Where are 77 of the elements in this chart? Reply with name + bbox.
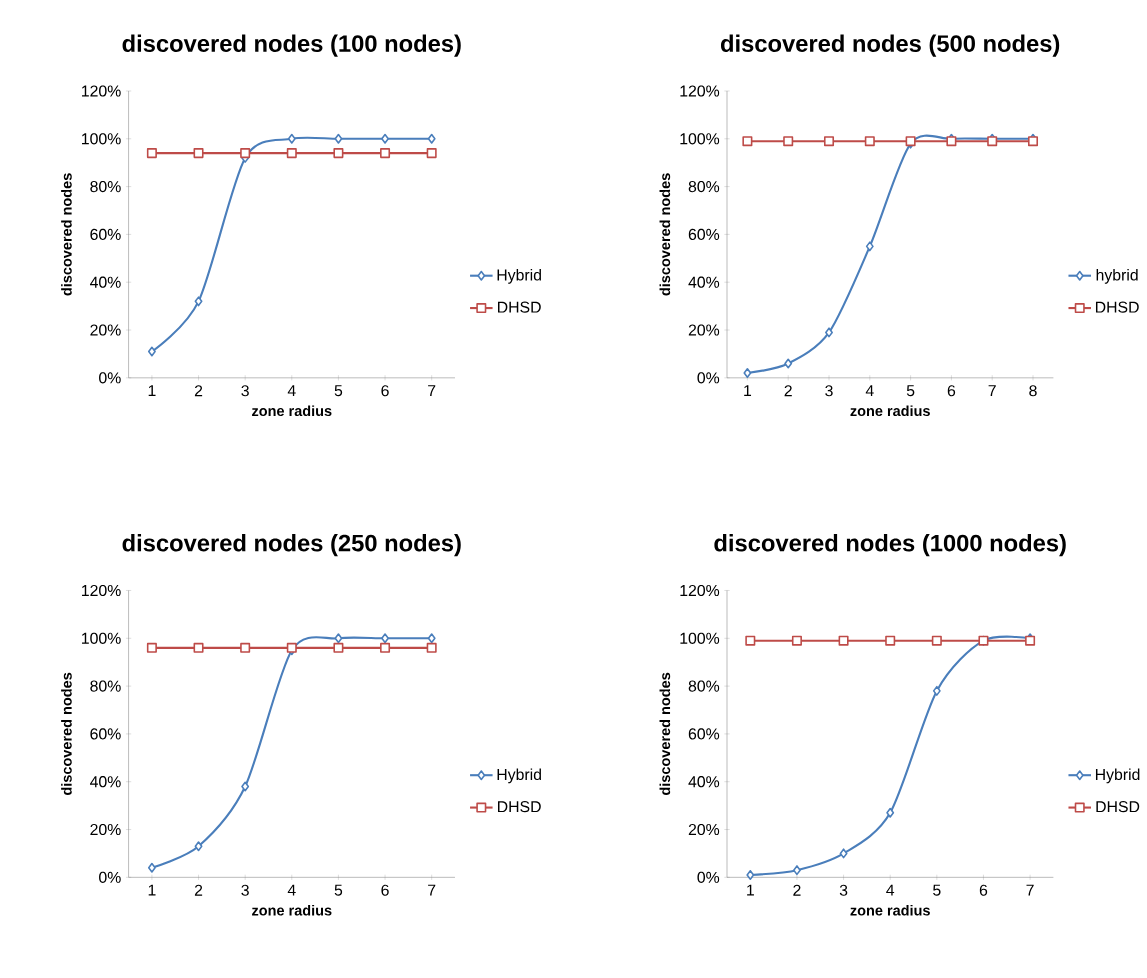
y-axis-title: discovered nodes [659,672,671,795]
y-tick-label: 0% [697,871,720,883]
chart-title: discovered nodes (100 nodes) [122,34,461,57]
x-tick-label: 7 [428,385,436,396]
chart-title: discovered nodes (500 nodes) [721,34,1060,57]
y-tick-label: 20% [90,324,121,336]
y-tick-label: 0% [99,372,121,384]
y-tick-label: 120% [82,584,121,596]
legend-label: DHSD [498,301,541,313]
x-tick-label: 6 [381,385,389,397]
legend-label: DHSD [498,800,541,813]
x-axis-title: zone radius [850,405,930,416]
x-tick-label: 3 [825,385,833,397]
y-tick-label: 100% [680,632,720,644]
chart-title: discovered nodes (1000 nodes) [714,533,1066,557]
y-tick-label: 80% [90,680,121,692]
y-tick-label: 0% [697,372,720,384]
x-tick-label: 4 [886,884,895,896]
x-tick-label: 2 [194,385,203,397]
y-tick-label: 120% [680,584,720,596]
x-tick-label: 2 [194,884,203,896]
y-tick-label: 40% [688,276,720,288]
x-tick-label: 2 [784,385,792,397]
x-tick-label: 7 [988,385,996,396]
x-tick-label: 4 [287,884,296,896]
legend-label: DHSD [1096,800,1140,813]
x-axis-title: zone radius [252,405,332,416]
x-tick-label: 3 [241,884,249,896]
y-tick-label: 120% [680,85,720,97]
x-tick-label: 2 [793,884,801,896]
x-tick-label: 1 [747,884,754,896]
y-tick-label: 100% [82,632,121,644]
legend-label: Hybrid [1095,768,1140,784]
x-tick-label: 3 [839,884,848,896]
x-tick-label: 6 [947,385,956,397]
y-axis-title: discovered nodes [659,173,671,296]
x-tick-label: 4 [865,385,874,396]
y-tick-label: 40% [89,276,121,288]
y-tick-label: 60% [90,728,121,740]
x-tick-label: 7 [428,884,436,896]
chart-title: discovered nodes (250 nodes) [122,533,461,557]
x-axis-title: zone radius [252,904,332,916]
x-tick-label: 1 [744,385,752,396]
y-axis-title: discovered nodes [61,672,72,795]
y-tick-label: 40% [89,776,121,788]
y-tick-label: 80% [688,680,720,692]
x-tick-label: 5 [933,884,941,896]
legend-label: Hybrid [497,268,541,284]
x-axis-title: zone radius [850,904,930,916]
y-tick-label: 20% [688,823,720,836]
legend-label: DHSD [1095,301,1139,313]
x-tick-label: 8 [1029,385,1037,397]
x-tick-label: 4 [287,385,296,396]
x-tick-label: 1 [148,385,156,396]
y-tick-label: 100% [82,133,121,145]
y-tick-label: 100% [680,133,720,145]
x-tick-label: 6 [979,884,988,896]
y-tick-label: 120% [82,85,121,97]
x-tick-label: 6 [381,884,389,896]
y-tick-label: 80% [688,180,720,193]
y-axis-title: discovered nodes [61,173,72,296]
x-tick-label: 1 [148,884,156,896]
legend-label: hybrid [1096,268,1138,284]
y-tick-label: 0% [99,871,121,883]
y-tick-label: 40% [688,776,720,788]
y-tick-label: 20% [90,823,121,836]
x-tick-label: 5 [334,884,343,896]
legend-label: Hybrid [497,768,541,784]
y-tick-label: 60% [90,228,121,240]
y-tick-label: 60% [688,728,720,740]
y-tick-label: 80% [90,180,121,193]
x-tick-label: 3 [241,385,249,397]
x-tick-label: 5 [906,385,915,397]
y-tick-label: 20% [688,324,720,336]
y-tick-label: 60% [688,228,720,240]
x-tick-label: 5 [334,385,343,397]
x-tick-label: 7 [1026,884,1034,896]
